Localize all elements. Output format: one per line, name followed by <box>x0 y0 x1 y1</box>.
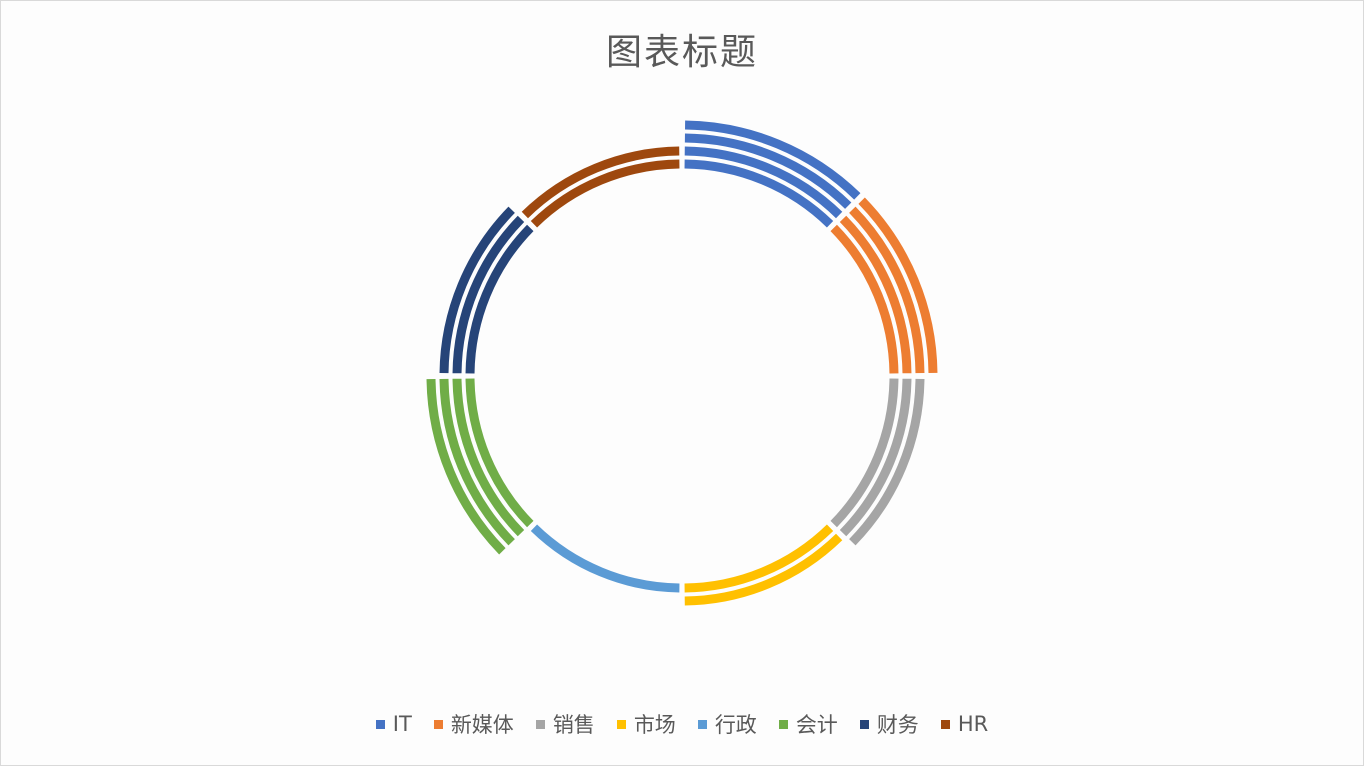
legend: IT 新媒体 销售 市场 行政 会计 财务 HR <box>1 709 1363 739</box>
segment-1 <box>684 120 861 228</box>
legend-swatch <box>940 719 950 729</box>
segment-6-ring-4 <box>426 379 506 555</box>
legend-label: 销售 <box>552 713 595 737</box>
segment-7 <box>439 206 534 374</box>
legend-swatch <box>375 719 385 729</box>
segment-6-ring-1 <box>465 378 534 528</box>
legend-item: 销售 <box>535 709 595 739</box>
segment-6 <box>426 378 534 555</box>
chart-title: 图表标题 <box>605 32 758 73</box>
legend-label: 行政 <box>714 713 757 737</box>
segment-2-ring-1 <box>830 224 899 374</box>
legend-item: 市场 <box>616 709 676 739</box>
segment-7-ring-2 <box>452 215 525 374</box>
segment-5 <box>530 524 680 593</box>
legend-item: IT <box>375 712 412 736</box>
segment-3-ring-3 <box>849 378 925 546</box>
legend-swatch <box>616 719 626 729</box>
legend-item: 行政 <box>697 709 757 739</box>
legend-swatch <box>778 719 788 729</box>
legend-swatch <box>535 719 545 729</box>
segment-4 <box>684 524 843 606</box>
segment-1-ring-2 <box>684 146 843 219</box>
legend-label: 会计 <box>795 713 838 737</box>
segment-4-ring-2 <box>684 533 843 606</box>
segment-1-ring-3 <box>684 133 852 209</box>
legend-label: 财务 <box>876 713 919 737</box>
segment-4-ring-1 <box>684 524 834 593</box>
legend-item: 会计 <box>778 709 838 739</box>
legend-swatch <box>433 719 443 729</box>
legend-swatch <box>859 719 869 729</box>
segment-6-ring-2 <box>452 378 525 537</box>
segment-7-ring-3 <box>439 206 515 374</box>
segment-2-ring-4 <box>858 197 938 373</box>
segment-8-ring-1 <box>530 159 680 228</box>
segment-3-ring-1 <box>830 378 899 528</box>
segment-8 <box>521 146 680 228</box>
segment-1-ring-4 <box>685 120 861 200</box>
segment-3-ring-2 <box>839 378 912 537</box>
segment-6-ring-3 <box>439 378 515 546</box>
segment-3 <box>830 378 925 546</box>
segment-2-ring-3 <box>849 206 925 374</box>
legend-item: 财务 <box>859 709 919 739</box>
legend-label: HR <box>957 712 989 736</box>
segment-8-ring-2 <box>521 146 680 219</box>
segment-7-ring-1 <box>465 224 534 374</box>
legend-swatch <box>697 719 707 729</box>
legend-label: 新媒体 <box>450 713 514 737</box>
segment-5-ring-1 <box>530 524 680 593</box>
legend-label: IT <box>392 712 412 736</box>
segment-2-ring-2 <box>839 215 912 374</box>
segment-1-ring-1 <box>684 159 834 228</box>
segment-2 <box>830 197 938 374</box>
legend-label: 市场 <box>633 713 676 737</box>
legend-item: 新媒体 <box>433 709 514 739</box>
legend-item: HR <box>940 712 989 736</box>
